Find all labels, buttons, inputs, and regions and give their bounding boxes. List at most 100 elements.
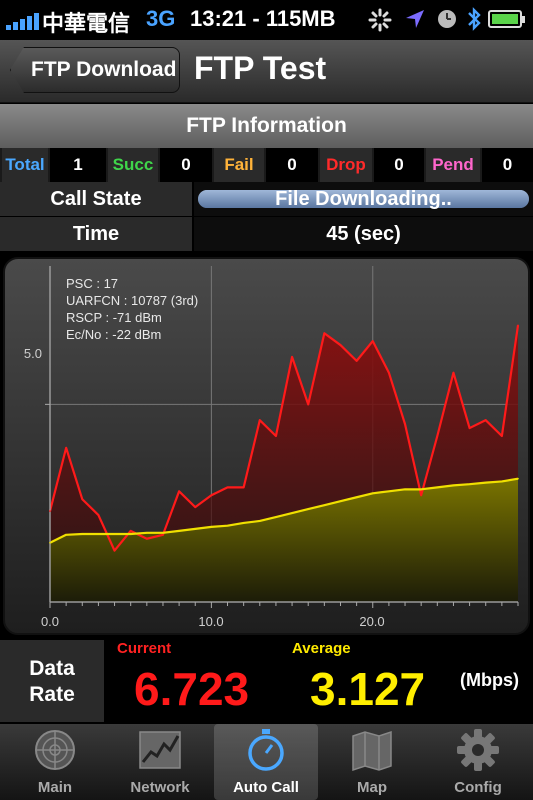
average-rate-point (404, 488, 406, 491)
current-rate-point (210, 494, 213, 497)
current-rate-point (452, 371, 455, 374)
time-label: Time (0, 217, 192, 251)
current-rate-point (371, 340, 374, 342)
back-button[interactable]: FTP Download (10, 47, 180, 93)
average-rate-point (436, 486, 439, 489)
average-rate-point (258, 520, 261, 522)
uarfcn-info: UARFCN : 10787 (3rd) (66, 293, 198, 308)
average-rate-point (81, 533, 84, 535)
tab-auto-call-label: Auto Call (233, 779, 299, 796)
current-rate-point (388, 371, 390, 374)
ecno-info: Ec/No : -22 dBm (66, 327, 161, 342)
average-rate-point (452, 484, 455, 487)
tab-map-label: Map (357, 779, 387, 796)
average-rate-point (307, 508, 310, 510)
tab-network-label: Network (130, 779, 190, 796)
average-rate-point (339, 500, 342, 502)
download-progress-fill (198, 190, 529, 208)
current-rate-point (113, 549, 116, 552)
data-rate-label-line2: Rate (29, 683, 75, 706)
current-rate-point (226, 486, 229, 489)
current-rate-point (468, 427, 471, 429)
average-rate-point (517, 477, 519, 480)
stat-fail-label: Fail (214, 148, 264, 182)
time-row: Time 45 (sec) (0, 217, 533, 251)
bluetooth-icon (468, 7, 481, 31)
throughput-chart: PSC : 17 UARFCN : 10787 (3rd) RSCP : -71… (3, 257, 530, 635)
tab-main[interactable]: Main (3, 724, 107, 800)
status-bar: 中華電信 3G 13:21 - 115MB (0, 0, 533, 40)
average-rate-point (291, 512, 293, 514)
average-rate-point (323, 504, 326, 506)
average-rate-point (146, 532, 148, 534)
average-rate-point (97, 533, 100, 535)
data-rate-panel: Data Rate Current Average 6.723 3.127 (M… (0, 638, 533, 724)
stat-total-value: 1 (50, 148, 106, 182)
activity-spinner-icon (368, 8, 392, 32)
current-rate-point (339, 344, 342, 346)
average-rate-point (484, 481, 487, 484)
network-type: 3G (146, 6, 176, 31)
average-rate-point (355, 496, 358, 499)
gear-icon (457, 729, 499, 771)
data-points (49, 324, 519, 552)
average-rate-point (49, 541, 51, 544)
x-tick-label-0: 0.0 (41, 614, 59, 629)
average-rate-point (113, 533, 116, 535)
current-rate-point (162, 534, 164, 536)
average-rate-point (388, 490, 390, 493)
current-rate-point (484, 419, 487, 421)
current-rate-point (146, 537, 148, 540)
average-label: Average (292, 640, 351, 657)
average-rate-point (129, 533, 132, 535)
average-rate-point (501, 480, 503, 483)
call-state-cell: File Downloading.. (194, 182, 533, 216)
average-rate-area (50, 478, 518, 602)
stopwatch-icon (248, 729, 284, 771)
data-rate-label-line1: Data (29, 657, 75, 680)
axis-ticks (45, 403, 519, 608)
current-rate-point (178, 490, 180, 493)
average-rate-point (162, 532, 164, 534)
current-rate-point (81, 498, 84, 501)
battery-icon (488, 10, 525, 28)
stat-succ-value: 0 (160, 148, 212, 182)
current-rate-point (404, 423, 406, 425)
time-value: 45 (sec) (194, 217, 533, 251)
data-rate-label: Data Rate (0, 640, 104, 722)
location-arrow-icon (406, 10, 424, 28)
clock-and-data: 13:21 - 115MB (190, 6, 336, 31)
tab-map[interactable]: Map (320, 724, 424, 800)
current-label: Current (117, 640, 172, 657)
current-rate-point (501, 435, 503, 437)
map-icon (352, 730, 392, 772)
tab-bar: Main Network Auto Call Map (0, 724, 533, 800)
call-state-row: Call State File Downloading.. (0, 182, 533, 216)
section-header: FTP Information (0, 104, 533, 148)
average-rate-line (49, 477, 519, 544)
rate-unit: (Mbps) (460, 670, 519, 690)
stat-drop-label: Drop (320, 148, 372, 182)
average-rate-point (210, 526, 213, 528)
average-rate-point (178, 530, 180, 532)
stat-fail-value: 0 (266, 148, 318, 182)
stat-total-label: Total (2, 148, 48, 182)
call-state-value: File Downloading.. (275, 188, 452, 210)
tab-config-label: Config (454, 779, 502, 796)
ftp-stats-row: Total 1 Succ 0 Fail 0 Drop 0 Pend 0 (0, 148, 533, 182)
stat-drop-value: 0 (374, 148, 424, 182)
average-rate-point (65, 534, 67, 536)
navigation-bar: FTP Download FTP Test (0, 40, 533, 103)
average-rate-point (468, 483, 471, 486)
current-rate-point (258, 419, 261, 421)
tab-auto-call[interactable]: Auto Call (214, 724, 318, 800)
tab-config[interactable]: Config (426, 724, 530, 800)
average-rate-point (420, 488, 422, 491)
tab-network[interactable]: Network (108, 724, 212, 800)
psc-info: PSC : 17 (66, 276, 118, 291)
current-value: 6.723 (134, 663, 250, 715)
current-rate-point (291, 356, 293, 358)
rscp-info: RSCP : -71 dBm (66, 310, 162, 325)
current-rate-point (355, 360, 358, 362)
current-rate-point (194, 506, 197, 508)
